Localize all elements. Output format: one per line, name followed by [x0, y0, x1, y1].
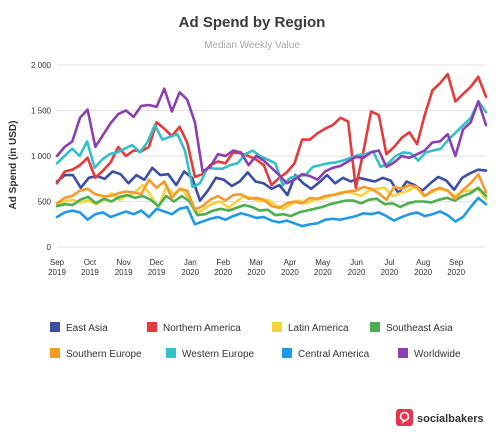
legend-label-worldwide: Worldwide [414, 349, 461, 360]
x-tick-year-5: 2020 [214, 268, 232, 277]
brand-name: socialbakers [417, 413, 484, 425]
y-tick-1000: 1 000 [31, 152, 52, 161]
chart-subtitle: Median Weekly Value [204, 40, 300, 51]
series-line-central-america [55, 196, 488, 228]
x-tick-month-5: Feb [216, 258, 230, 267]
x-tick-year-11: 2020 [414, 268, 432, 277]
x-tick-month-8: May [315, 258, 330, 267]
x-tick-year-1: 2019 [81, 268, 99, 277]
x-tick-labels: Sep2019Oct2019Nov2019Dec2019Jan2020Feb20… [48, 258, 465, 277]
legend-swatch-southeast-asia [370, 322, 380, 332]
y-tick-2000: 2 000 [31, 61, 52, 70]
legend-swatch-southern-europe [50, 348, 60, 358]
logo-tail-icon [401, 421, 406, 424]
x-tick-year-2: 2019 [115, 268, 133, 277]
y-tick-1500: 1 500 [31, 107, 52, 116]
x-tick-year-8: 2020 [314, 268, 332, 277]
legend-label-central-america: Central America [298, 349, 370, 360]
series-lines [55, 72, 488, 228]
x-tick-year-10: 2020 [381, 268, 399, 277]
legend-label-western-europe: Western Europe [182, 349, 255, 360]
series-line-southern-europe [55, 172, 488, 211]
legend-swatch-east-asia [50, 322, 60, 332]
legend-swatch-latin-america [272, 322, 282, 332]
legend-swatch-worldwide [398, 348, 408, 358]
x-tick-year-0: 2019 [48, 268, 66, 277]
x-tick-month-1: Oct [84, 258, 97, 267]
series-line-worldwide [55, 87, 488, 185]
legend-swatch-western-europe [166, 348, 176, 358]
series-line-southeast-asia [55, 186, 488, 218]
x-tick-month-2: Nov [117, 258, 131, 267]
legend-swatch-northern-america [147, 322, 157, 332]
x-tick-month-4: Jan [184, 258, 197, 267]
x-tick-month-7: Apr [284, 258, 297, 267]
x-tick-year-6: 2020 [247, 268, 265, 277]
x-tick-month-10: Jul [384, 258, 394, 267]
y-tick-0: 0 [47, 243, 52, 252]
legend-label-latin-america: Latin America [288, 323, 349, 334]
x-tick-month-6: Mar [249, 258, 263, 267]
legend-label-northern-america: Northern America [163, 323, 241, 334]
logo-glyph-icon [399, 411, 410, 422]
x-tick-month-0: Sep [50, 258, 65, 267]
legend-swatch-central-america [282, 348, 292, 358]
series-line-northern-america [55, 72, 488, 190]
x-tick-month-3: Dec [149, 258, 163, 267]
x-tick-month-12: Sep [449, 258, 464, 267]
x-tick-year-12: 2020 [447, 268, 465, 277]
y-axis-label: Ad Spend (in USD) [8, 121, 19, 210]
series-line-western-europe [55, 100, 488, 189]
x-tick-year-9: 2020 [348, 268, 366, 277]
socialbakers-logo-icon [396, 409, 413, 426]
x-tick-month-9: Jun [350, 258, 363, 267]
legend-label-southern-europe: Southern Europe [66, 349, 142, 360]
x-tick-year-4: 2020 [181, 268, 199, 277]
chart-title: Ad Spend by Region [179, 14, 326, 31]
legend: East Asia Northern America Latin America So… [50, 322, 461, 360]
legend-label-east-asia: East Asia [66, 323, 108, 334]
legend-label-southeast-asia: Southeast Asia [386, 323, 453, 334]
x-tick-year-3: 2019 [148, 268, 166, 277]
x-tick-month-11: Aug [416, 258, 430, 267]
x-tick-year-7: 2020 [281, 268, 299, 277]
y-tick-labels: 0 500 1 000 1 500 2 000 [31, 61, 52, 252]
y-tick-500: 500 [38, 198, 52, 207]
brand-logo: socialbakers [396, 409, 484, 426]
